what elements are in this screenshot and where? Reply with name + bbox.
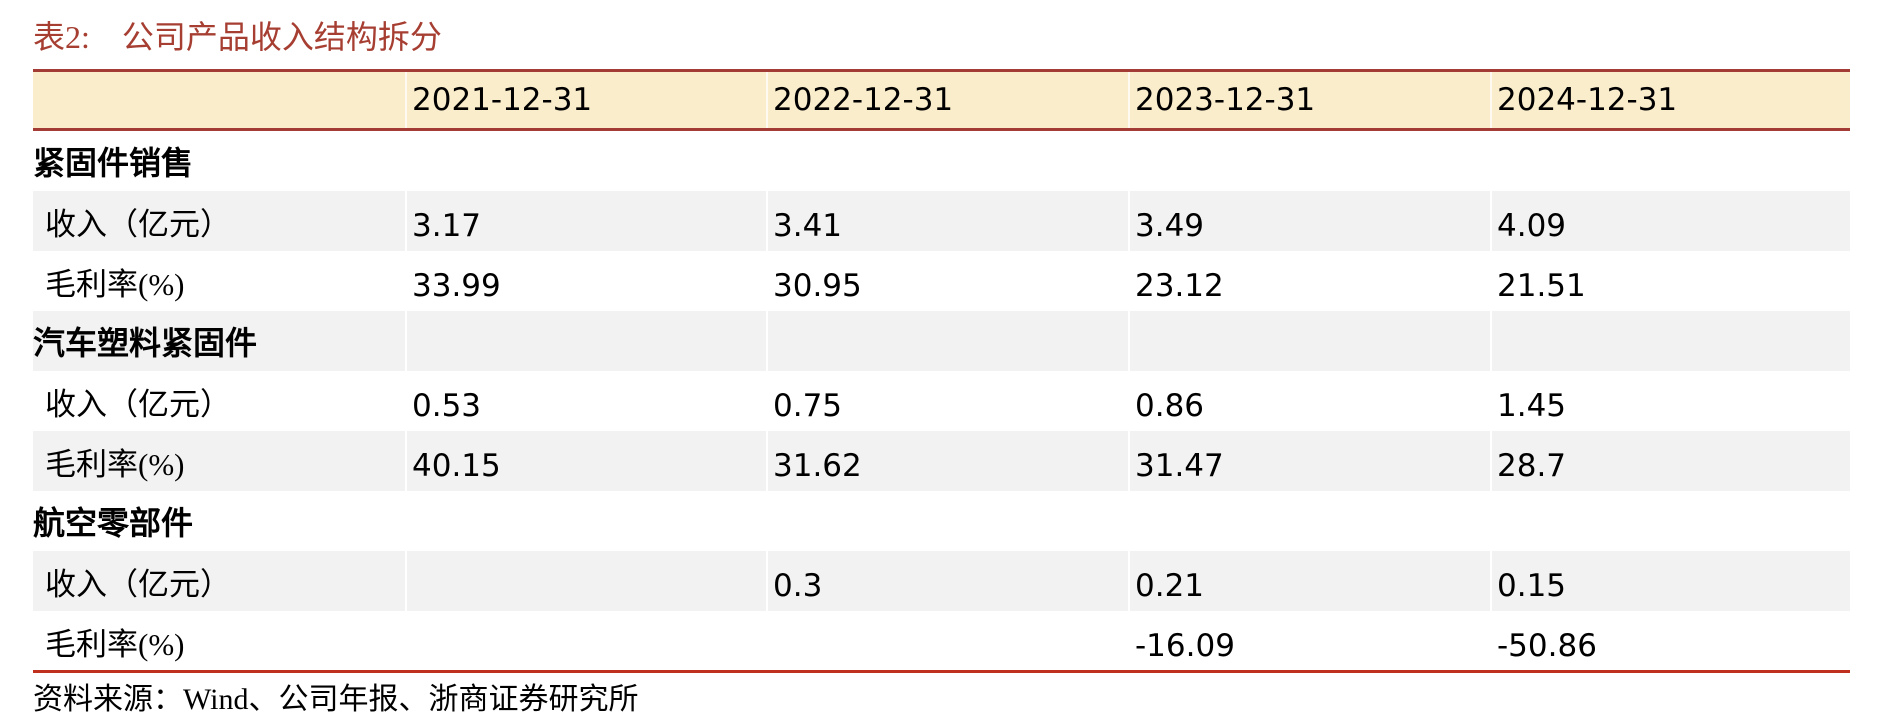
table-title: 表2: 公司产品收入结构拆分 — [33, 18, 442, 56]
header-col-2021: 2021-12-31 — [405, 72, 766, 128]
cell-value-text: -16.09 — [1135, 628, 1235, 664]
cell-value-text: 30.95 — [773, 268, 862, 304]
cell-value-text: 0.75 — [773, 388, 843, 424]
source-note: 资料来源：Wind、公司年报、浙商证券研究所 — [33, 683, 639, 716]
table-row: 收入（亿元） 3.17 3.41 3.49 4.09 — [33, 191, 1850, 251]
cell-value — [1490, 491, 1850, 551]
header-col-2023: 2023-12-31 — [1128, 72, 1490, 128]
cell-value — [1128, 491, 1490, 551]
row-metric-label: 毛利率(%) — [45, 266, 185, 302]
cell-value — [405, 491, 766, 551]
cell-value: 0.21 — [1128, 551, 1490, 611]
table-bottom-rule — [33, 670, 1850, 673]
cell-value-text: 31.47 — [1135, 448, 1224, 484]
cell-value-text: 33.99 — [412, 268, 501, 304]
cell-value: 0.15 — [1490, 551, 1850, 611]
table-row: 收入（亿元） 0.3 0.21 0.15 — [33, 551, 1850, 611]
row-metric-label: 毛利率(%) — [45, 626, 185, 662]
cell-value — [405, 551, 766, 611]
cell-value: 0.3 — [766, 551, 1128, 611]
cell-value — [766, 611, 1128, 671]
cell-value-text: 3.41 — [773, 208, 843, 244]
cell-value — [405, 611, 766, 671]
cell-value: 21.51 — [1490, 251, 1850, 311]
header-empty-cell — [33, 72, 405, 128]
cell-value: -16.09 — [1128, 611, 1490, 671]
cell-value: 0.86 — [1128, 371, 1490, 431]
table-row: 汽车塑料紧固件 — [33, 311, 1850, 371]
table-caption: 公司产品收入结构拆分 — [121, 19, 442, 55]
cell-value — [766, 131, 1128, 191]
cell-value-text: 0.3 — [773, 568, 823, 604]
cell-value — [1128, 311, 1490, 371]
header-col-2024: 2024-12-31 — [1490, 72, 1850, 128]
cell-value: 0.53 — [405, 371, 766, 431]
revenue-breakdown-table: 2021-12-31 2022-12-31 2023-12-31 2024-12… — [33, 69, 1850, 671]
table-row: 毛利率(%) -16.09 -50.86 — [33, 611, 1850, 671]
row-section-label: 汽车塑料紧固件 — [33, 325, 258, 361]
cell-value-text: 0.21 — [1135, 568, 1205, 604]
cell-value-text: 0.15 — [1497, 568, 1567, 604]
cell-value-text: 31.62 — [773, 448, 862, 484]
row-metric-label: 收入（亿元） — [45, 206, 231, 242]
cell-value: 3.49 — [1128, 191, 1490, 251]
row-metric-label: 毛利率(%) — [45, 446, 185, 482]
cell-value — [1490, 311, 1850, 371]
cell-value: 4.09 — [1490, 191, 1850, 251]
cell-value: 0.75 — [766, 371, 1128, 431]
cell-value: 33.99 — [405, 251, 766, 311]
cell-value: 31.47 — [1128, 431, 1490, 491]
cell-value-text: 1.45 — [1497, 388, 1567, 424]
cell-value-text: 0.86 — [1135, 388, 1205, 424]
table-row: 毛利率(%) 40.15 31.62 31.47 28.7 — [33, 431, 1850, 491]
cell-value — [405, 131, 766, 191]
cell-value: 31.62 — [766, 431, 1128, 491]
cell-value: 28.7 — [1490, 431, 1850, 491]
cell-value: 40.15 — [405, 431, 766, 491]
table-row: 收入（亿元） 0.53 0.75 0.86 1.45 — [33, 371, 1850, 431]
row-section-label: 紧固件销售 — [33, 145, 194, 181]
cell-value — [405, 311, 766, 371]
cell-value-text: 23.12 — [1135, 268, 1224, 304]
cell-value — [1490, 131, 1850, 191]
cell-value-text: 28.7 — [1497, 448, 1567, 484]
cell-value-text: -50.86 — [1497, 628, 1597, 664]
cell-value-text: 3.49 — [1135, 208, 1205, 244]
cell-value — [1128, 131, 1490, 191]
cell-value: 1.45 — [1490, 371, 1850, 431]
table-row: 毛利率(%) 33.99 30.95 23.12 21.51 — [33, 251, 1850, 311]
table-header-row: 2021-12-31 2022-12-31 2023-12-31 2024-12… — [33, 69, 1850, 131]
table-row: 紧固件销售 — [33, 131, 1850, 191]
table-row: 航空零部件 — [33, 491, 1850, 551]
row-metric-label: 收入（亿元） — [45, 566, 231, 602]
cell-value-text: 21.51 — [1497, 268, 1586, 304]
cell-value: 3.17 — [405, 191, 766, 251]
table-body: 紧固件销售收入（亿元） 3.17 3.41 3.49 4.09 毛利率(%) 33.99 30… — [33, 131, 1850, 671]
header-col-2022: 2022-12-31 — [766, 72, 1128, 128]
cell-value: 23.12 — [1128, 251, 1490, 311]
cell-value: 3.41 — [766, 191, 1128, 251]
table-number: 表2: — [33, 19, 90, 55]
row-metric-label: 收入（亿元） — [45, 386, 231, 422]
cell-value: 30.95 — [766, 251, 1128, 311]
cell-value — [766, 311, 1128, 371]
cell-value: -50.86 — [1490, 611, 1850, 671]
cell-value-text: 0.53 — [412, 388, 482, 424]
cell-value-text: 3.17 — [412, 208, 482, 244]
row-section-label: 航空零部件 — [33, 505, 194, 541]
cell-value — [766, 491, 1128, 551]
cell-value-text: 4.09 — [1497, 208, 1567, 244]
cell-value-text: 40.15 — [412, 448, 501, 484]
